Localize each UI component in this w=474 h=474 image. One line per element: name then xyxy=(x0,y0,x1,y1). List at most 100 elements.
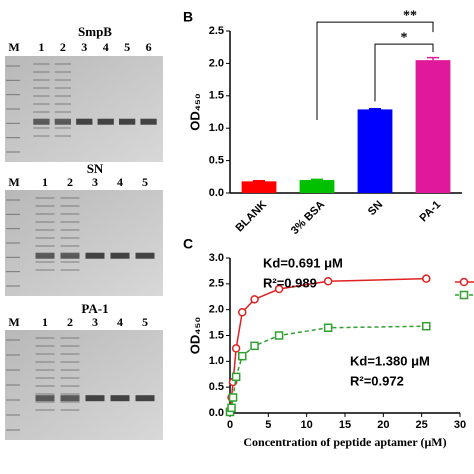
y-tick-label: 0.0 xyxy=(209,407,224,419)
error-bar xyxy=(369,108,381,110)
point xyxy=(274,284,284,294)
point xyxy=(227,403,236,413)
error-bar xyxy=(253,179,265,182)
protein-band xyxy=(110,252,130,259)
x-tick-label: PA-1 xyxy=(418,199,444,225)
significance-bracket xyxy=(374,43,434,102)
lane-label: 5 xyxy=(142,175,148,189)
lane-label: M xyxy=(8,175,19,189)
gel-image xyxy=(5,330,163,440)
bar xyxy=(357,109,393,193)
protein-band xyxy=(60,252,80,259)
y-tick-label: 1.0 xyxy=(209,122,224,134)
point xyxy=(231,372,241,382)
x-tick-label: 5 xyxy=(265,419,271,431)
lane-label: 3 xyxy=(92,315,98,329)
protein-band xyxy=(60,395,80,402)
error-bar xyxy=(427,56,439,61)
point xyxy=(274,331,284,340)
lane-label: M xyxy=(8,40,19,54)
protein-band xyxy=(135,395,155,402)
fit-annotation: R²=0.989 xyxy=(263,275,317,290)
legend-marker xyxy=(459,290,469,300)
y-axis-label: OD₄₅₀ xyxy=(187,93,202,131)
point xyxy=(250,295,259,304)
lane-label: 4 xyxy=(103,40,109,54)
protein-band xyxy=(33,118,50,125)
lane-label: 3 xyxy=(81,40,87,54)
x-tick-label: 20 xyxy=(377,419,389,431)
lane-label: 2 xyxy=(60,40,66,54)
bar xyxy=(299,180,335,193)
point xyxy=(323,277,333,286)
y-axis-label: OD₄₅₀ xyxy=(187,317,202,355)
gel-title: SN xyxy=(87,161,104,176)
bar xyxy=(415,60,451,193)
point xyxy=(422,274,431,283)
y-tick-label: 2.5 xyxy=(209,278,224,290)
fit-annotation: Kd=0.691 μM xyxy=(263,255,343,270)
protein-band xyxy=(76,118,93,125)
x-tick-label: 25 xyxy=(416,419,428,431)
lane-label: 1 xyxy=(38,40,44,54)
y-tick-label: 2.5 xyxy=(209,25,224,37)
protein-band xyxy=(140,118,157,125)
protein-band xyxy=(119,118,136,125)
panel-label: B xyxy=(183,9,193,25)
lane-label: 5 xyxy=(124,40,130,54)
y-tick-label: 1.5 xyxy=(209,329,224,341)
x-tick-label: 30 xyxy=(454,419,466,431)
protein-band xyxy=(97,118,114,125)
point xyxy=(231,344,241,353)
x-axis-label: Concentration of peptide aptamer (μM) xyxy=(243,435,446,449)
y-tick-label: 0.0 xyxy=(209,187,224,199)
protein-band xyxy=(35,252,55,259)
protein-band xyxy=(135,252,155,259)
lane-label: 3 xyxy=(92,175,98,189)
y-tick-label: 2.0 xyxy=(209,57,224,69)
y-tick-label: 0.5 xyxy=(209,381,224,393)
panel-label: C xyxy=(183,236,193,252)
significance-bracket xyxy=(316,21,434,121)
fit-annotation: Kd=1.380 μM xyxy=(350,353,430,368)
x-tick-label: 10 xyxy=(301,419,313,431)
point xyxy=(323,323,333,332)
gel-title: PA-1 xyxy=(81,301,108,316)
point xyxy=(422,321,431,331)
y-tick-label: 1.5 xyxy=(209,90,224,102)
significance-label: * xyxy=(401,30,408,45)
protein-band xyxy=(85,395,105,402)
protein-band xyxy=(85,252,105,259)
y-tick-label: 3.0 xyxy=(209,252,224,264)
bar xyxy=(241,181,277,193)
lane-label: 2 xyxy=(67,175,73,189)
y-tick-label: 1.0 xyxy=(209,355,224,367)
legend-marker xyxy=(459,277,469,287)
protein-band xyxy=(110,395,130,402)
error-bar xyxy=(311,178,323,181)
lane-label: 2 xyxy=(67,315,73,329)
protein-band xyxy=(54,118,71,125)
gel-image xyxy=(5,56,163,162)
fit-annotation: R²=0.972 xyxy=(350,373,404,388)
significance-label: ** xyxy=(403,8,417,23)
y-tick-label: 0.5 xyxy=(209,155,224,167)
series-line xyxy=(229,325,427,413)
point xyxy=(238,308,247,317)
lane-label: 4 xyxy=(117,175,123,189)
point xyxy=(238,351,247,361)
gel-image xyxy=(5,190,163,296)
gel-title: SmpB xyxy=(78,24,112,39)
x-tick-label: 15 xyxy=(339,419,351,431)
lane-label: 5 xyxy=(142,315,148,329)
lane-label: 4 xyxy=(117,315,123,329)
lane-label: M xyxy=(8,315,19,329)
point xyxy=(228,393,238,402)
x-tick-label: 3% BSA xyxy=(289,199,327,237)
lane-label: 1 xyxy=(42,315,48,329)
point xyxy=(250,341,259,351)
x-tick-label: SN xyxy=(366,199,385,218)
protein-band xyxy=(35,395,55,402)
x-tick-label: 0 xyxy=(227,419,233,431)
